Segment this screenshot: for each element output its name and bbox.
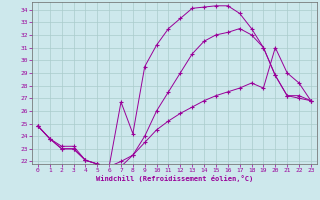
X-axis label: Windchill (Refroidissement éolien,°C): Windchill (Refroidissement éolien,°C): [96, 175, 253, 182]
